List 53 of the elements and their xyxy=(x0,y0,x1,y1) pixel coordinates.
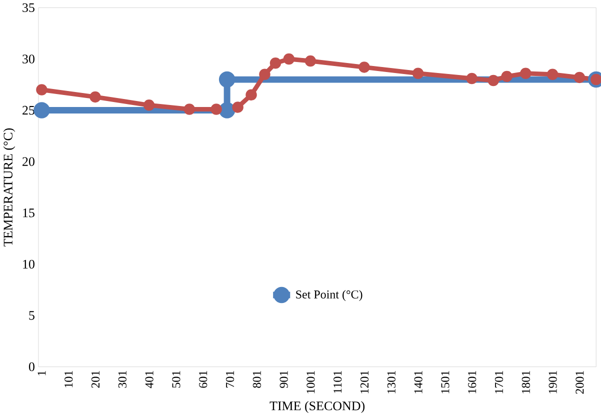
point xyxy=(466,72,478,84)
x-tick-label: 1001 xyxy=(306,370,315,394)
point xyxy=(210,104,222,115)
legend-label: Set Point (°C) xyxy=(296,290,362,301)
point xyxy=(520,68,532,79)
point xyxy=(259,68,270,80)
point xyxy=(34,102,50,118)
x-tick-label: 101 xyxy=(64,370,73,388)
x-tick-label: 201 xyxy=(91,370,100,388)
x-tick-label: 501 xyxy=(172,370,180,388)
point xyxy=(218,71,236,88)
point xyxy=(574,72,586,83)
point xyxy=(283,53,295,64)
point xyxy=(412,68,424,79)
x-tick-label: 1101 xyxy=(334,370,342,393)
x-tick-label: 1701 xyxy=(494,370,504,394)
point xyxy=(270,57,282,69)
point xyxy=(90,91,101,102)
x-tick-label: 401 xyxy=(145,370,154,388)
x-tick-label: 1601 xyxy=(468,370,476,394)
y-tick-label: 5 xyxy=(29,311,34,320)
point xyxy=(304,55,316,67)
x-tick-label: 1 xyxy=(38,370,46,376)
x-tick-label: 901 xyxy=(280,370,288,388)
y-axis-title: TEMPERATURE (°C) xyxy=(3,128,16,246)
y-tick-label: 0 xyxy=(28,362,34,372)
x-tick-label: 1401 xyxy=(414,370,422,394)
x-tick-label: 301 xyxy=(118,370,126,388)
y-tick-label: 15 xyxy=(23,208,34,218)
x-axis-title: TIME (SECOND) xyxy=(270,401,365,413)
x-tick-label: 2001 xyxy=(576,370,584,394)
point xyxy=(232,101,244,113)
point xyxy=(184,104,196,115)
y-tick-label: 30 xyxy=(22,54,34,64)
point xyxy=(501,70,512,82)
x-tick-label: 601 xyxy=(199,370,208,388)
point xyxy=(488,74,499,86)
point xyxy=(36,84,48,96)
x-tick-label: 1301 xyxy=(387,370,396,394)
point xyxy=(218,102,236,118)
point xyxy=(143,99,155,111)
x-tick-label: 1901 xyxy=(548,370,557,394)
point xyxy=(358,61,370,73)
y-tick-label: 35 xyxy=(22,3,34,12)
y-tick-label: 20 xyxy=(22,157,34,166)
x-tick-label: 1201 xyxy=(360,370,369,394)
point xyxy=(546,68,558,80)
point xyxy=(246,89,257,100)
y-tick-label: 10 xyxy=(23,260,34,268)
x-tick-label: 701 xyxy=(226,370,234,388)
x-tick-label: 1501 xyxy=(441,370,450,394)
x-tick-label: 1801 xyxy=(522,370,530,394)
x-tick-label: 801 xyxy=(252,370,261,388)
